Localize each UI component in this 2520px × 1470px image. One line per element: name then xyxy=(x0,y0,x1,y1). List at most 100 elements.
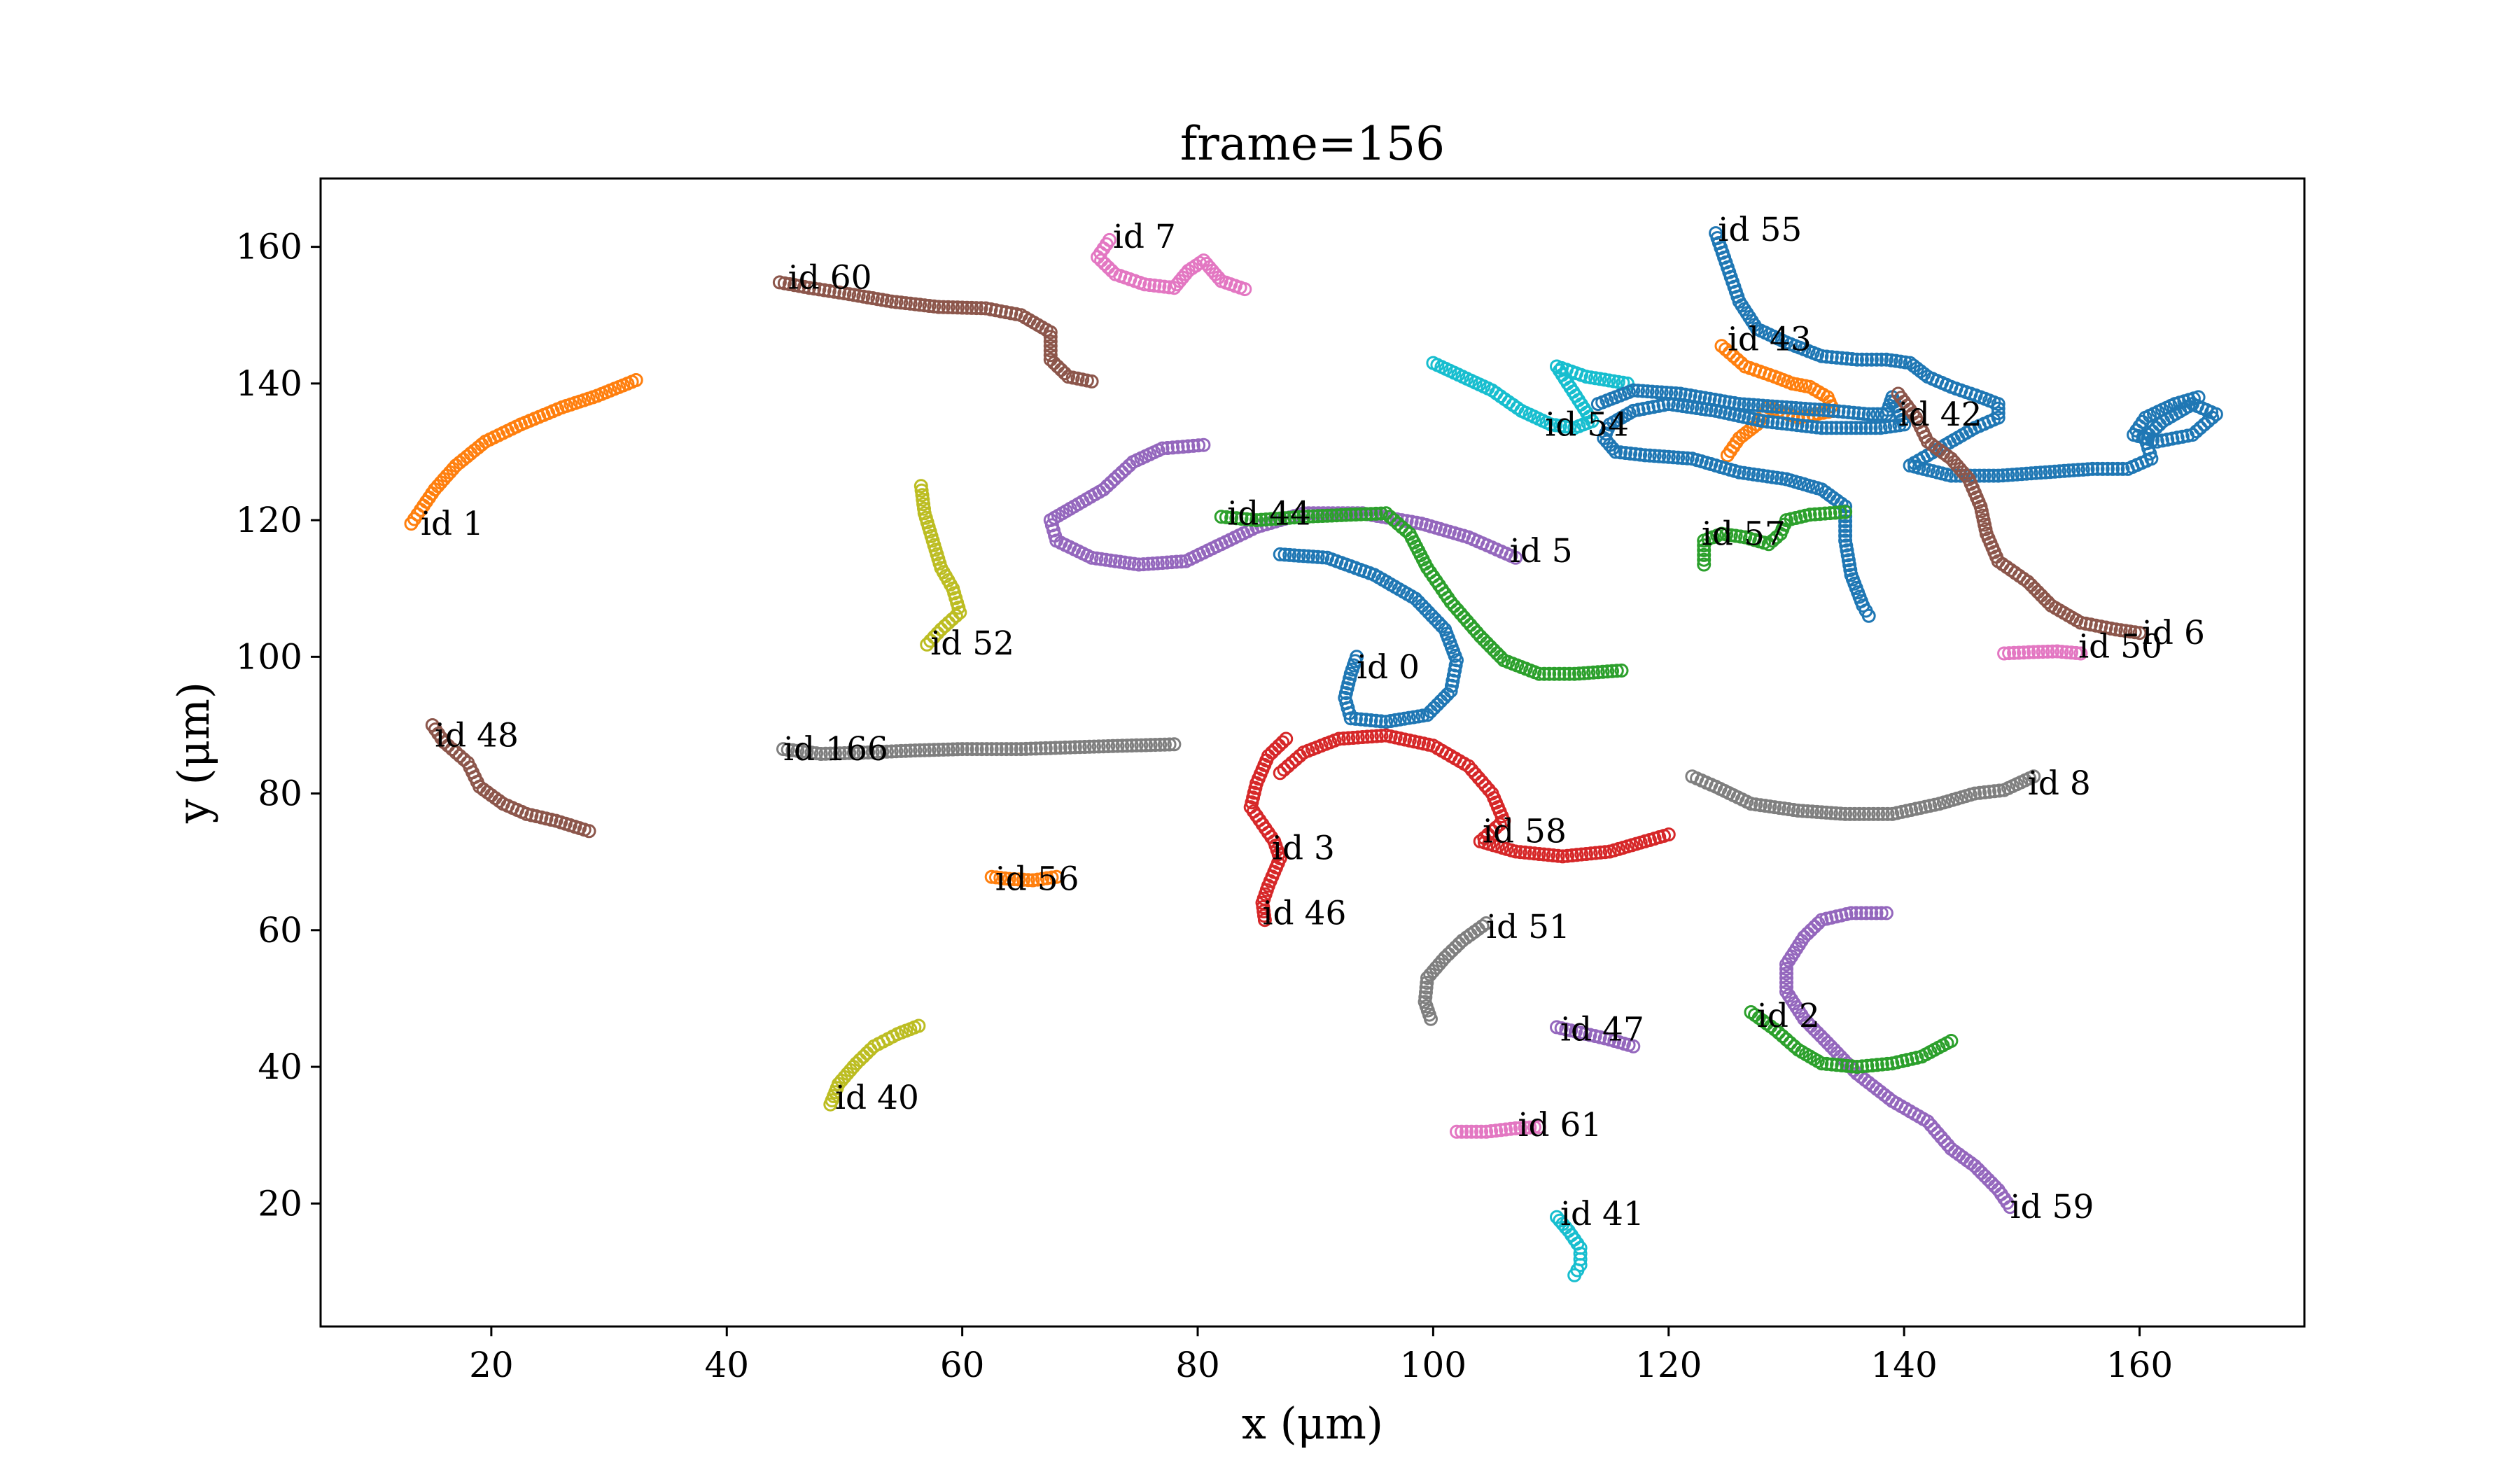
track-point xyxy=(934,622,948,637)
track-point xyxy=(1043,348,1058,363)
track-point xyxy=(1779,966,1793,981)
track-point xyxy=(1873,421,1888,435)
track-point xyxy=(1394,519,1409,534)
label-id-44: id 44 xyxy=(1227,494,1311,533)
track-id-55 xyxy=(1709,226,2223,483)
track-point xyxy=(1111,468,1126,483)
track-point xyxy=(1849,421,1863,435)
track-id-166 xyxy=(776,737,1182,761)
y-tick-label: 100 xyxy=(236,636,302,677)
track-point xyxy=(788,278,802,293)
track-point xyxy=(908,297,923,312)
track-point xyxy=(1666,450,1681,465)
track-point xyxy=(898,743,913,758)
track-point xyxy=(1631,402,1646,417)
track-point xyxy=(1011,872,1026,887)
track-point xyxy=(1296,549,1311,564)
track-point xyxy=(1346,731,1360,745)
track-point xyxy=(2095,461,2110,476)
track-point xyxy=(1254,512,1268,527)
track-point xyxy=(1273,766,1287,780)
label-id-58: id 58 xyxy=(1483,812,1567,850)
track-point xyxy=(1844,421,1858,435)
track-point xyxy=(1763,799,1777,814)
track-point xyxy=(1281,759,1295,774)
track-point xyxy=(1546,848,1560,862)
track-point xyxy=(1547,666,1562,681)
track-point xyxy=(1084,550,1099,565)
track-point xyxy=(1292,510,1306,524)
track-point xyxy=(1522,846,1537,860)
track-id-0 xyxy=(1273,547,1464,729)
track-point xyxy=(1120,738,1135,753)
track-point xyxy=(1838,528,1853,543)
label-id-61: id 61 xyxy=(1518,1106,1602,1144)
track-id-8 xyxy=(1685,769,2041,821)
track-point xyxy=(2022,645,2036,659)
track-point xyxy=(1858,421,1873,435)
track-point xyxy=(1287,510,1301,525)
label-id-43: id 43 xyxy=(1728,320,1812,358)
track-point xyxy=(2073,615,2088,630)
track-point xyxy=(908,743,923,758)
track-point xyxy=(903,743,918,758)
track-point xyxy=(1821,403,1836,418)
track-point xyxy=(999,305,1014,320)
track-point xyxy=(1786,803,1801,817)
track-point xyxy=(2100,461,2115,476)
track-point xyxy=(1033,741,1048,756)
track-point xyxy=(2066,463,2081,477)
label-id-166: id 166 xyxy=(783,730,888,769)
track-point xyxy=(1373,506,1388,521)
track-point xyxy=(1595,664,1610,679)
track-point xyxy=(1838,806,1853,821)
track-point xyxy=(1350,650,1364,664)
track-point xyxy=(2031,645,2045,659)
track-point xyxy=(1355,730,1370,744)
track-point xyxy=(2043,465,2057,479)
track-point xyxy=(2068,645,2083,660)
track-point xyxy=(1224,510,1239,525)
track-point xyxy=(790,743,805,758)
track-point xyxy=(922,299,937,313)
track-point xyxy=(1779,975,1793,990)
track-point xyxy=(1600,664,1615,679)
track-point xyxy=(1448,658,1463,673)
label-id-2: id 2 xyxy=(1757,997,1820,1035)
track-point xyxy=(794,744,809,759)
track-point xyxy=(1043,325,1058,340)
plot-frame xyxy=(319,177,2306,1328)
track-point xyxy=(969,301,983,316)
track-point xyxy=(1387,513,1401,528)
track-point xyxy=(1760,469,1775,484)
track-point xyxy=(1382,510,1397,524)
track-point xyxy=(1661,397,1676,412)
track-point xyxy=(1450,653,1464,668)
track-point xyxy=(1809,804,1824,819)
track-point xyxy=(2113,623,2128,638)
track-point xyxy=(2185,428,2200,442)
track-point xyxy=(1785,417,1800,432)
track-point xyxy=(2099,620,2113,635)
track-point xyxy=(1537,666,1551,681)
track-point xyxy=(785,743,800,757)
track-point xyxy=(1802,507,1817,522)
track-point xyxy=(2029,465,2043,480)
track-id-61 xyxy=(1450,1120,1546,1139)
track-point xyxy=(965,742,979,757)
track-point xyxy=(2094,620,2108,634)
track-point xyxy=(1626,383,1641,398)
track-point xyxy=(1043,334,1058,349)
track-point xyxy=(1360,729,1375,744)
label-id-5: id 5 xyxy=(1510,532,1573,570)
track-point xyxy=(1354,712,1368,727)
track-point xyxy=(837,746,852,760)
track-point xyxy=(1532,1120,1546,1134)
track-point xyxy=(1229,511,1244,526)
track-point xyxy=(1849,352,1864,367)
track-point xyxy=(1798,402,1812,416)
track-point xyxy=(1842,806,1857,821)
track-point xyxy=(629,373,643,387)
track-point xyxy=(2017,645,2031,660)
track-point xyxy=(1315,550,1330,565)
